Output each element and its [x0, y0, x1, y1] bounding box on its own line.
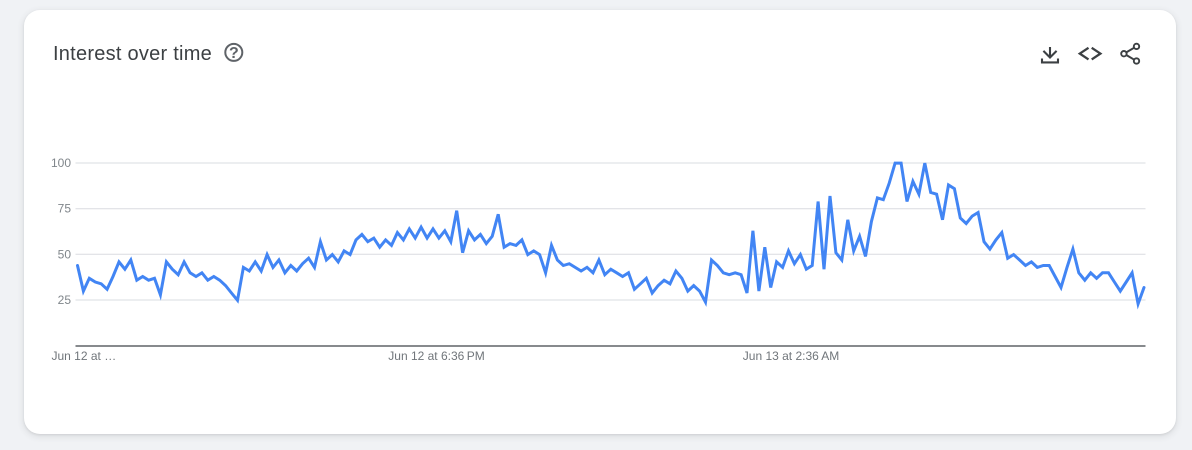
svg-text:75: 75	[58, 202, 72, 216]
svg-text:Jun 12 at …: Jun 12 at …	[52, 349, 117, 363]
svg-text:25: 25	[58, 293, 72, 307]
svg-text:100: 100	[51, 156, 71, 170]
svg-text:50: 50	[58, 247, 72, 261]
svg-text:Jun 13 at 2:36 AM: Jun 13 at 2:36 AM	[743, 349, 839, 363]
svg-text:Jun 12 at 6:36 PM: Jun 12 at 6:36 PM	[388, 349, 484, 363]
svg-text:?: ?	[229, 45, 239, 62]
